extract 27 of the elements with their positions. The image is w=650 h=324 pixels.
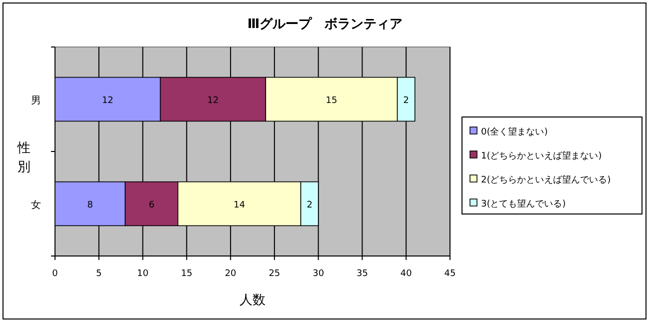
x-tick-label: 30	[312, 269, 324, 279]
x-tick-label: 10	[137, 269, 149, 279]
x-axis-title: 人数	[240, 293, 266, 308]
x-tick-label: 25	[268, 269, 280, 279]
x-tick-label: 45	[444, 269, 456, 279]
data-label: 12	[102, 96, 114, 106]
legend-label: 1(どちらかといえば望まない)	[481, 150, 602, 162]
y-tick-label: 女	[31, 198, 41, 211]
y-axis-title: 性別	[16, 141, 30, 175]
y-tick-label: 男	[31, 95, 41, 106]
chart-title: Ⅲグループ ボランティア	[247, 16, 403, 32]
data-label: 14	[234, 200, 246, 210]
data-label: 12	[207, 96, 219, 106]
x-tick-label: 5	[96, 269, 102, 279]
data-label: 6	[148, 200, 155, 210]
x-tick-label: 0	[52, 269, 58, 279]
legend-label: 3(とても望んでいる)	[481, 198, 566, 210]
x-tick-label: 40	[400, 269, 412, 279]
legend-label: 0(全く望まない)	[481, 126, 548, 138]
data-label: 15	[326, 96, 338, 106]
data-label: 2	[403, 96, 409, 106]
legend-label: 2(どちらかといえば望んでいる)	[481, 174, 611, 186]
x-tick-label: 15	[180, 269, 192, 279]
x-tick-label: 35	[356, 269, 368, 279]
x-tick-label: 20	[224, 269, 237, 279]
data-label: 2	[306, 200, 312, 210]
data-label: 8	[87, 200, 94, 210]
